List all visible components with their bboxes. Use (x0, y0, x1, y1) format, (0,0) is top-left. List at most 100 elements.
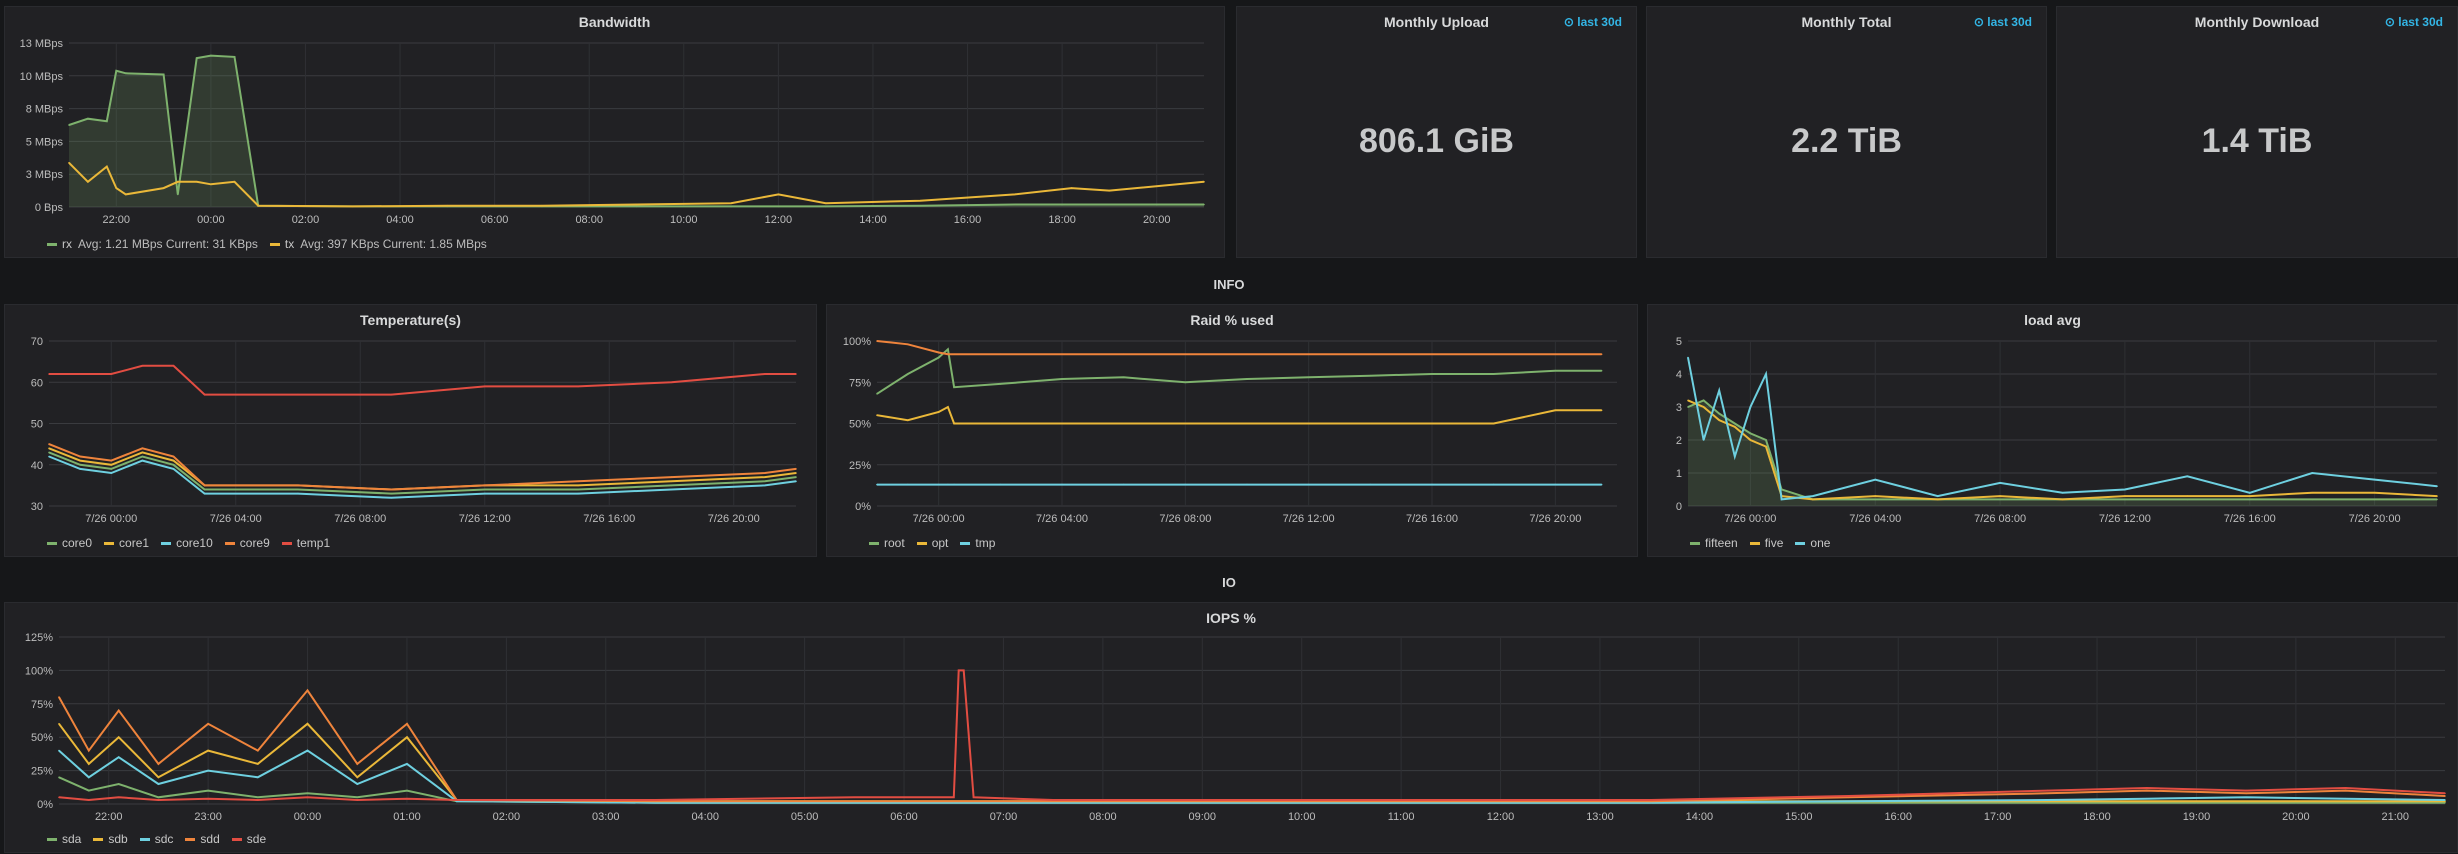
series-line-sde[interactable] (58, 669, 2446, 802)
iops-chart[interactable]: 125% 100% 75% 50% 25% 0% 22:00 23:00 00:00 01:00 0… (5, 603, 2458, 854)
x-tick-label: 12:00 (765, 214, 793, 226)
series-line-opt[interactable] (876, 405, 1602, 425)
data-point (937, 483, 940, 486)
data-point (577, 492, 579, 495)
data-point (957, 801, 960, 804)
legend-item-core10[interactable]: core10 (161, 536, 213, 550)
temperature-chart[interactable]: 70 60 50 40 30 7/26 00:00 7/26 04:00 7/26 08:00… (5, 305, 818, 558)
data-point (2344, 787, 2347, 789)
data-point (484, 488, 486, 491)
legend-item-tmp[interactable]: tmp (960, 536, 995, 550)
series-line-core9[interactable] (48, 443, 797, 491)
data-point (907, 419, 909, 421)
data-point (1734, 422, 1736, 425)
data-point (962, 800, 965, 803)
data-point (953, 386, 955, 388)
load-avg-chart[interactable]: 5 4 3 2 1 0 7/26 00:00 7/26 04:00 7/26 08:00 7/26… (1648, 305, 2458, 558)
data-point (2373, 492, 2376, 494)
series-line-five[interactable] (1687, 399, 2438, 501)
legend-item-fifteen[interactable]: fifteen (1690, 536, 1738, 550)
data-point (907, 343, 909, 346)
bandwidth-chart[interactable]: 13 MBps 10 MBps 8 MBps 5 MBps 3 MBps 0 Bps 22:… (5, 7, 1226, 259)
data-point (79, 468, 81, 470)
data-point (795, 373, 797, 375)
data-point (88, 789, 90, 792)
panel-title[interactable]: load avg (2024, 312, 2081, 328)
x-tick-label: 01:00 (393, 811, 421, 823)
series-line-unnamed[interactable] (876, 340, 1602, 356)
panel-title[interactable]: Monthly Download (2194, 14, 2320, 30)
legend-item-rx[interactable]: rx Avg: 1.21 MBps Current: 31 KBps (47, 237, 258, 251)
data-point (947, 353, 949, 355)
legend-item-core9[interactable]: core9 (224, 536, 270, 550)
data-point (1070, 203, 1073, 206)
data-point (177, 181, 179, 183)
data-point (999, 422, 1002, 425)
data-point (2146, 787, 2148, 789)
legend-item-sda[interactable]: sda (47, 832, 81, 846)
series-line-one[interactable] (1687, 357, 2438, 501)
panel-title[interactable]: Bandwidth (578, 14, 651, 30)
legend-swatch (47, 243, 57, 247)
data-point (670, 381, 673, 384)
legend-item-sdb[interactable]: sdb (93, 832, 128, 846)
x-tick-label: 11:00 (1388, 811, 1415, 823)
data-point (2046, 792, 2049, 795)
legend-item-core0[interactable]: core0 (47, 536, 92, 550)
series-line-root[interactable] (876, 347, 1602, 395)
legend-item-sde[interactable]: sde (231, 832, 266, 846)
data-point (1108, 189, 1111, 192)
monthly-total-panel: Monthly Total ⊙ last 30d 2.2 TiB (1646, 6, 2047, 258)
x-tick-label: 7/26 16:00 (2224, 513, 2276, 525)
data-point (125, 72, 127, 75)
load-avg-legend: fifteen five one (1690, 536, 1842, 550)
x-tick-label: 7/26 08:00 (1159, 513, 1211, 525)
legend-item-one[interactable]: one (1795, 536, 1830, 550)
legend-item-tx[interactable]: tx Avg: 397 KBps Current: 1.85 MBps (269, 237, 487, 251)
panel-title[interactable]: Raid % used (1190, 312, 1274, 328)
raid-chart[interactable]: 100% 75% 50% 25% 0% 7/26 00:00 7/26 04:00 7/26 … (827, 305, 1639, 558)
y-tick-label: 0 Bps (35, 202, 64, 214)
data-point (79, 459, 81, 462)
legend-item-sdd[interactable]: sdd (185, 832, 220, 846)
data-point (1251, 799, 1253, 801)
series-line-core1[interactable] (48, 447, 797, 491)
panel-title[interactable]: Monthly Upload (1384, 14, 1489, 30)
data-point (1936, 498, 1939, 501)
data-point (2311, 492, 2313, 494)
panel-title[interactable]: Monthly Total (1801, 14, 1892, 30)
data-point (999, 483, 1002, 486)
x-tick-label: 7/26 04:00 (210, 513, 262, 525)
data-point (2146, 801, 2148, 804)
series-line-sdd[interactable] (58, 688, 2446, 803)
x-tick-label: 7/26 00:00 (1724, 513, 1776, 525)
data-point (947, 406, 949, 408)
legend-item-root[interactable]: root (869, 536, 905, 550)
legend-item-core1[interactable]: core1 (104, 536, 149, 550)
data-point (48, 451, 50, 454)
data-point (1052, 801, 1054, 804)
legend-item-temp1[interactable]: temp1 (281, 536, 330, 550)
legend-item-opt[interactable]: opt (916, 536, 948, 550)
series-line-sdc[interactable] (58, 749, 2446, 804)
series-line-temp1[interactable] (49, 364, 796, 396)
data-point (115, 187, 118, 189)
clock-icon: ⊙ (1973, 15, 1984, 29)
legend-label: fifteen (1705, 536, 1738, 550)
x-tick-label: 15:00 (1785, 811, 1813, 823)
x-tick-label: 7/26 04:00 (1849, 513, 1901, 525)
row-title-info[interactable]: INFO (1213, 277, 1245, 292)
panel-title[interactable]: IOPS % (1206, 610, 1256, 626)
series-line-fifteen[interactable] (1687, 399, 2437, 501)
legend-item-five[interactable]: five (1749, 536, 1783, 550)
data-point (876, 393, 878, 395)
data-point (2124, 495, 2126, 497)
data-point (654, 801, 657, 804)
panel-title[interactable]: Temperature(s) (360, 312, 461, 328)
row-title-io[interactable]: IO (1222, 575, 1236, 590)
legend-label: core0 (62, 536, 93, 550)
data-point (972, 800, 975, 803)
x-tick-label: 02:00 (493, 811, 521, 823)
legend-item-sdc[interactable]: sdc (139, 832, 173, 846)
data-point (2046, 789, 2049, 792)
